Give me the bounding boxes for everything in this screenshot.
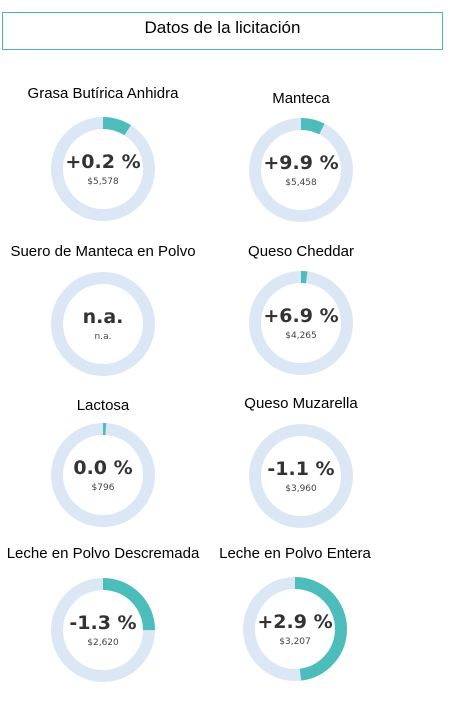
donut-chart [249,118,353,222]
product-name: Queso Muzarella [244,395,358,412]
progress-ring: n.a. n.a. [50,271,156,377]
product-name: Queso Cheddar [248,243,354,260]
donut-progress-arc [51,117,155,221]
change-percent: -1.1 % [267,458,335,480]
product-card-leche-descremada: Leche en Polvo Descremada -1.3 % $2,620 [0,545,208,695]
donut-chart [51,272,155,376]
product-name: Suero de Manteca en Polvo [10,243,196,260]
progress-ring: +0.2 % $5,578 [50,116,156,222]
progress-ring: +6.9 % $4,265 [248,270,354,376]
price-value: $3,960 [285,484,317,494]
product-card-queso-muzarella: Queso Muzarella -1.1 % $3,960 [196,395,406,545]
donut-progress-arc [51,423,155,527]
change-percent: +9.9 % [263,152,339,174]
section-header: Datos de la licitación [2,12,443,50]
price-value: $796 [91,483,115,493]
price-value: $4,265 [285,331,317,341]
product-name: Grasa Butírica Anhidra [27,85,179,102]
donut-track [51,272,155,376]
change-percent: +0.2 % [65,151,141,173]
change-percent: +2.9 % [257,611,333,633]
donut-progress-arc [243,577,347,681]
section-title: Datos de la licitación [144,18,301,37]
change-percent: 0.0 % [73,457,133,479]
donut-chart [249,271,353,375]
product-card-lactosa: Lactosa 0.0 % $796 [0,397,208,547]
progress-ring: 0.0 % $796 [50,422,156,528]
progress-ring: -1.3 % $2,620 [50,577,156,683]
product-card-leche-entera: Leche en Polvo Entera +2.9 % $3,207 [190,545,400,695]
progress-ring: +2.9 % $3,207 [242,576,348,682]
donut-chart [51,423,155,527]
product-card-queso-cheddar: Queso Cheddar +6.9 % $4,265 [196,243,406,393]
donut-chart [249,424,353,528]
progress-ring: +9.9 % $5,458 [248,117,354,223]
donut-progress-arc [249,271,353,375]
product-card-manteca: Manteca +9.9 % $5,458 [196,90,406,240]
price-value: $2,620 [87,638,119,648]
product-name: Leche en Polvo Entera [219,545,371,562]
price-value: n.a. [94,332,112,342]
donut-track [249,424,353,528]
donut-progress-arc [249,118,353,222]
donut-chart [51,578,155,682]
change-percent: +6.9 % [263,305,339,327]
donut-progress-arc [51,578,155,682]
price-value: $5,578 [87,177,119,187]
product-card-suero-manteca: Suero de Manteca en Polvo n.a. n.a. [0,243,208,393]
price-value: $3,207 [279,637,311,647]
donut-chart [243,577,347,681]
product-name: Manteca [272,90,330,107]
progress-ring: -1.1 % $3,960 [248,423,354,529]
donut-chart [51,117,155,221]
price-value: $5,458 [285,178,317,188]
product-name: Leche en Polvo Descremada [6,545,200,562]
product-card-grasa-butirica: Grasa Butírica Anhidra +0.2 % $5,578 [0,85,208,235]
product-name: Lactosa [76,397,130,414]
change-percent: n.a. [82,306,124,328]
change-percent: -1.3 % [69,612,137,634]
